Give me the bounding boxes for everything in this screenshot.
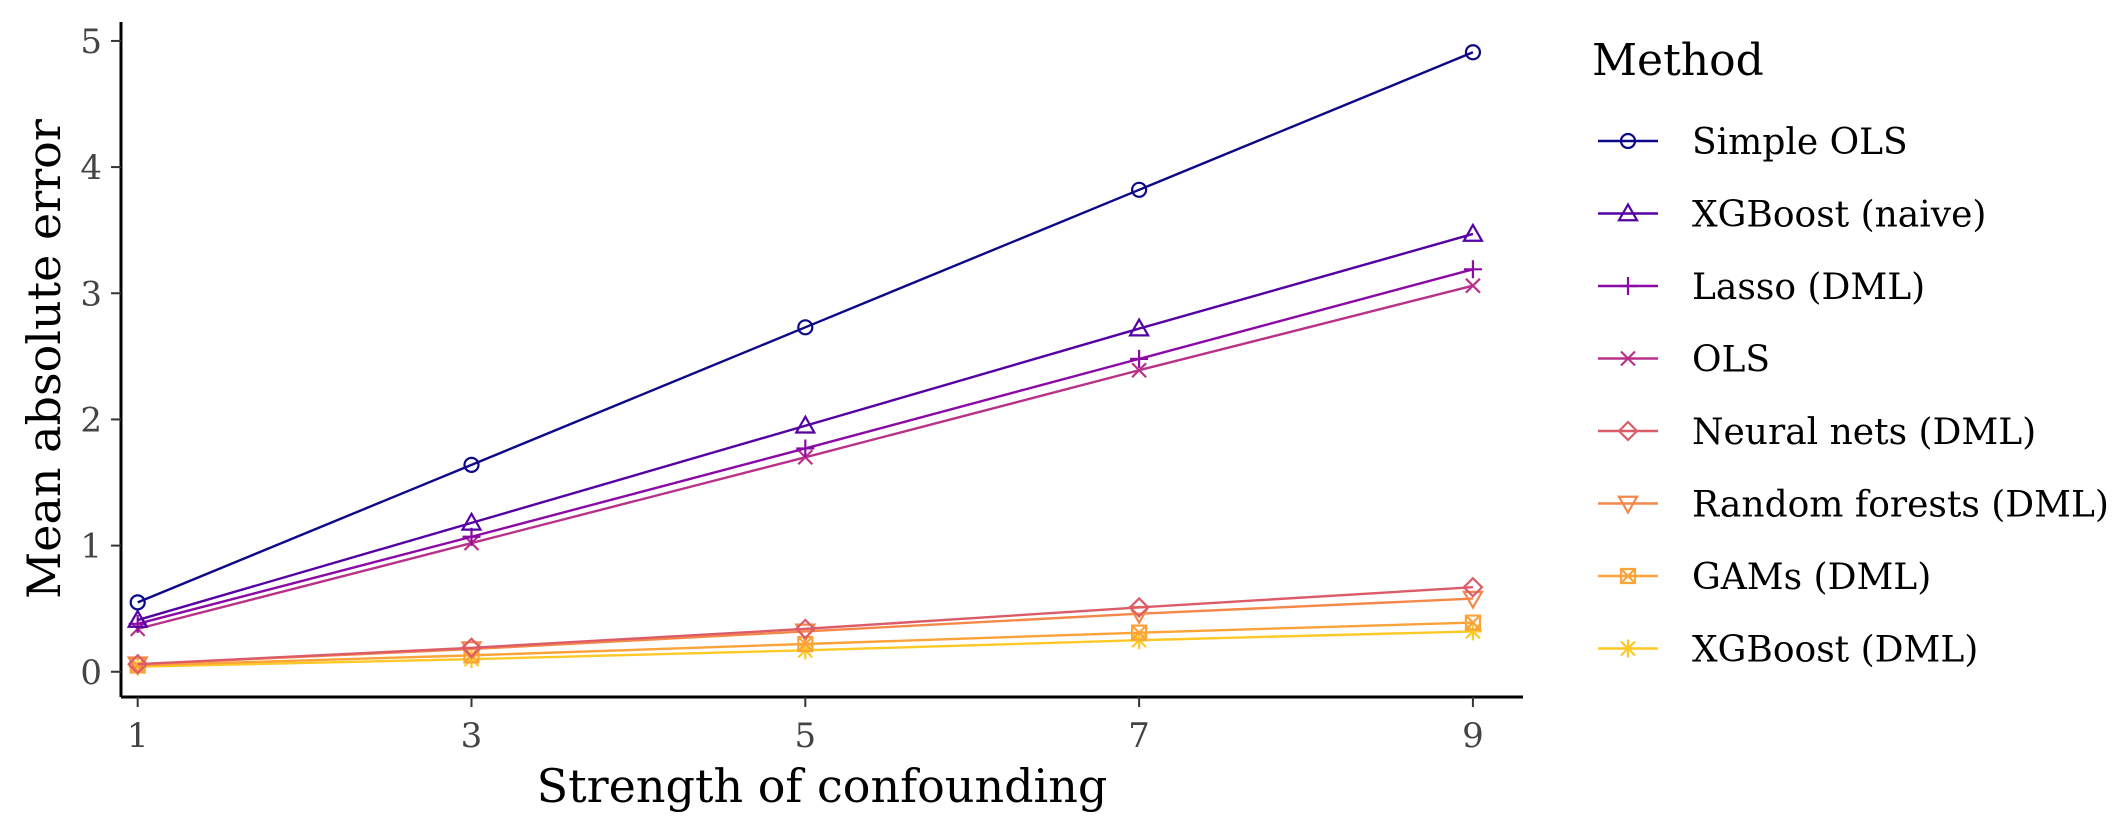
data-point [1128,596,1150,618]
data-point [1462,576,1484,598]
y-tick-label: 1 [80,527,102,567]
data-point [462,527,481,546]
y-tick-label: 0 [80,653,102,693]
data-point [128,614,147,633]
legend-item: GAMs (DML) [1598,557,1931,598]
data-point [463,456,480,473]
data-point [126,608,149,628]
legend-marker [1619,567,1637,585]
series-line [137,586,1474,666]
data-point [1131,624,1148,641]
y-tick-label: 2 [80,400,102,440]
legend-marker [1617,202,1639,222]
data-point [796,439,815,458]
legend-item: Neural nets (DML) [1598,412,2036,453]
data-point [1463,622,1482,641]
series-layer [126,44,1484,676]
y-tick-label: 4 [80,148,102,188]
legend-title: Method [1592,35,1764,86]
legend-marker [1619,277,1637,295]
y-tick-label: 5 [80,22,102,62]
data-point [1463,260,1482,279]
legend-label: Neural nets (DML) [1692,412,2036,453]
data-point [460,511,483,531]
x-tick-label: 1 [127,716,149,756]
legend-item: XGBoost (DML) [1598,630,1978,671]
y-axis-title: Mean absolute error [17,119,71,599]
legend-marker [1619,639,1637,658]
data-point [460,641,483,661]
legend-marker [1617,420,1639,442]
data-point [1464,44,1482,61]
data-point [126,656,149,676]
data-point [797,319,814,336]
legend-marker [1619,132,1637,150]
data-point [1130,349,1149,368]
data-point [1131,362,1147,379]
legend-label: XGBoost (DML) [1692,630,1978,671]
series-xgboost-naive- [126,222,1484,628]
legend-item: OLS [1598,340,1770,381]
data-point [129,594,146,611]
data-point [794,618,816,640]
legend-marker [1620,350,1636,367]
series-neural-nets-dml- [127,576,1484,675]
data-point [794,414,817,434]
legend-label: OLS [1692,340,1770,381]
legend-items: Simple OLS XGBoost (naive) Lasso (DML) OLS N… [1598,122,2109,671]
x-axis-title: Strength of confounding [537,759,1108,813]
legend-item: Random forests (DML) [1598,485,2109,526]
x-tick-label: 5 [794,716,816,756]
legend-label: Random forests (DML) [1692,485,2109,526]
legend-label: GAMs (DML) [1692,557,1931,598]
series-line [137,51,1474,604]
legend-item: Lasso (DML) [1598,267,1925,308]
legend-label: XGBoost (naive) [1692,195,1986,236]
data-point [1462,222,1484,242]
data-point [460,637,483,659]
series-simple-ols [129,44,1482,611]
data-point [1464,614,1482,631]
x-tick-label: 7 [1128,716,1150,756]
x-tick-label: 3 [461,716,483,756]
axes [119,22,1523,699]
data-point [1128,317,1151,337]
series-line [137,232,1474,622]
data-point [1462,590,1484,610]
legend-item: Simple OLS [1598,122,1908,163]
legend-label: Simple OLS [1692,122,1908,163]
y-tick-label: 3 [80,274,102,314]
data-point [1465,277,1481,294]
legend: Method Simple OLS XGBoost (naive) Lasso (D… [1592,35,2109,671]
legend-marker [1617,495,1639,515]
series-lasso-dml- [128,260,1482,633]
series-random-forests-dml- [126,590,1484,676]
x-tick-label: 9 [1462,716,1484,756]
data-point [127,653,149,675]
legend-label: Lasso (DML) [1692,267,1925,308]
legend-item: XGBoost (naive) [1598,195,1986,236]
data-point [1131,181,1148,198]
